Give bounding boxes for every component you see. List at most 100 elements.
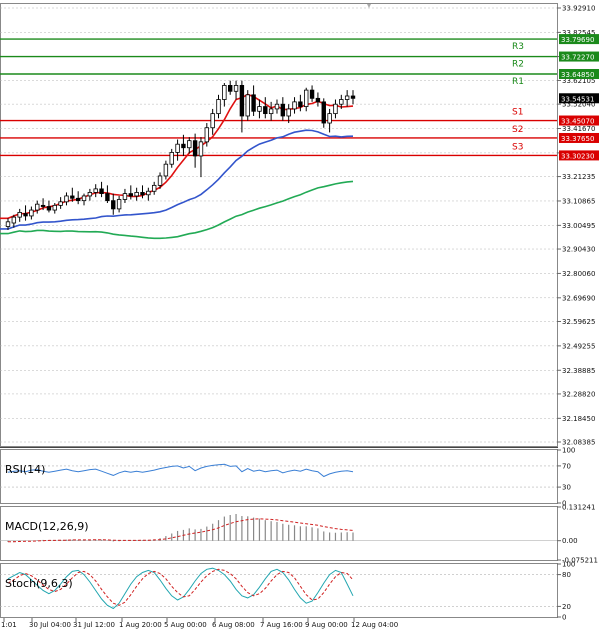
- level-name-s1: S1: [512, 108, 523, 118]
- candle-body: [274, 103, 280, 110]
- candle-body: [116, 199, 122, 210]
- rsi-panel: 100 70 30 0 RSI(14): [0, 447, 575, 508]
- candle-body: [251, 94, 256, 112]
- time-tick-label: 12 Aug 04:00: [351, 621, 398, 629]
- price-tick-label: 32.90430: [562, 246, 595, 254]
- price-badge-label: 33.54531: [561, 95, 594, 103]
- price-tick-label: 33.41670: [562, 125, 595, 133]
- level-name-r3: R3: [512, 42, 524, 52]
- level-badge-label: 33.72270: [561, 54, 594, 62]
- price-tick-label: 32.59625: [562, 318, 595, 326]
- candle-body: [128, 193, 133, 197]
- time-tick-label: 5 Aug 00:00: [164, 621, 207, 629]
- price-tick-label: 33.92910: [562, 5, 595, 13]
- ma-slow-line: [0, 180, 354, 240]
- macd-panel-frame: [0, 506, 558, 561]
- candle-body: [75, 197, 81, 202]
- time-axis: 1:01 30 Jul 04:00 31 Jul 12:00 1 Aug 20:00 5…: [1, 618, 398, 629]
- level-badge-r1: [559, 68, 599, 79]
- candle-body: [309, 89, 315, 99]
- indicator-tick-label: 80: [562, 571, 571, 579]
- candle-body: [245, 94, 250, 117]
- candle-body: [210, 113, 215, 129]
- indicator-tick-label: 0.00: [562, 537, 578, 545]
- candle-body: [169, 152, 174, 165]
- indicator-tick-label: 20: [562, 603, 571, 611]
- candle-body: [216, 99, 221, 115]
- candle-body: [111, 200, 116, 210]
- candle-body: [350, 95, 356, 99]
- price-tick-label: 32.38885: [562, 367, 595, 375]
- candle-body: [286, 108, 291, 117]
- level-name-s3: S3: [512, 142, 523, 152]
- candle-body: [93, 188, 98, 193]
- candle-body: [304, 89, 309, 107]
- candle-body: [17, 212, 22, 218]
- price-tick-label: 32.08385: [562, 439, 595, 447]
- candle-body: [333, 103, 338, 115]
- indicator-title: RSI(14): [5, 463, 45, 476]
- candle-body: [268, 108, 274, 115]
- level-badge-s1: [559, 115, 599, 126]
- candle-body: [321, 101, 326, 124]
- price-grid: [0, 7, 557, 443]
- indicator-tick-label: 100: [562, 561, 575, 569]
- time-tick-label: 7 Aug 16:00: [260, 621, 303, 629]
- price-tick-label: 33.00495: [562, 222, 595, 230]
- candle-body: [263, 106, 268, 115]
- candle-body: [192, 140, 198, 157]
- time-tick-label: 9 Aug 00:00: [305, 621, 348, 629]
- ma-mid-line: [0, 129, 354, 230]
- indicator-tick-label: 0: [562, 500, 566, 508]
- candle-body: [11, 216, 17, 224]
- candle-body: [187, 140, 192, 149]
- macd-signal-line: [8, 518, 354, 543]
- candle-body: [40, 204, 46, 207]
- candle-body: [87, 192, 93, 197]
- candle-body: [105, 193, 110, 202]
- candle-body: [151, 184, 157, 192]
- candle-body: [35, 203, 40, 211]
- candle-body: [228, 85, 233, 92]
- candle-body: [292, 101, 297, 110]
- indicator-tick-label: 70: [562, 462, 571, 470]
- candle-body: [134, 192, 139, 197]
- rsi-line: [7, 463, 354, 478]
- candle-body: [122, 193, 128, 200]
- candle-body: [64, 195, 69, 203]
- candle-body: [46, 206, 52, 211]
- indicator-tick-label: 0: [562, 614, 566, 622]
- level-badge-s3: [559, 150, 599, 161]
- price-tick-label: 32.49255: [562, 342, 595, 350]
- indicator-title: Stoch(9,6,3): [5, 577, 73, 590]
- price-tick-label: 32.80060: [562, 270, 595, 278]
- candle-body: [81, 195, 87, 202]
- candle-body: [175, 143, 180, 153]
- level-badge-r2: [559, 51, 599, 62]
- current-price-badge: 33.54531: [559, 93, 599, 104]
- candle-body: [23, 213, 28, 217]
- candle-body: [339, 99, 344, 105]
- stoch-signal-line: [7, 568, 354, 606]
- price-tick-label: 32.69690: [562, 294, 595, 302]
- candle-body: [146, 190, 151, 196]
- price-tick-label: 32.28820: [562, 390, 595, 398]
- candle-body: [280, 103, 286, 117]
- rsi-panel-frame: [0, 449, 558, 504]
- level-name-s2: S2: [512, 125, 523, 135]
- time-tick-label: 1 Aug 20:00: [119, 621, 162, 629]
- candle-body: [233, 85, 239, 92]
- indicator-tick-label: 30: [562, 484, 571, 492]
- candle-body: [163, 163, 169, 177]
- stoch-panel-frame: [0, 563, 558, 618]
- price-tick-label: 33.21235: [562, 173, 595, 181]
- candle-body: [5, 221, 11, 227]
- price-tick-label: 33.52040: [562, 101, 595, 109]
- support-resistance-levels: R3 33.79690 R2 33.72270 R1 33.64850 S1 33.45070…: [0, 34, 599, 161]
- indicator-title: MACD(12,26,9): [5, 520, 89, 533]
- candle-body: [157, 175, 163, 186]
- indicator-tick-label: 0.131241: [562, 504, 595, 512]
- candle-body: [222, 85, 227, 100]
- price-tick-label: 33.10865: [562, 197, 595, 205]
